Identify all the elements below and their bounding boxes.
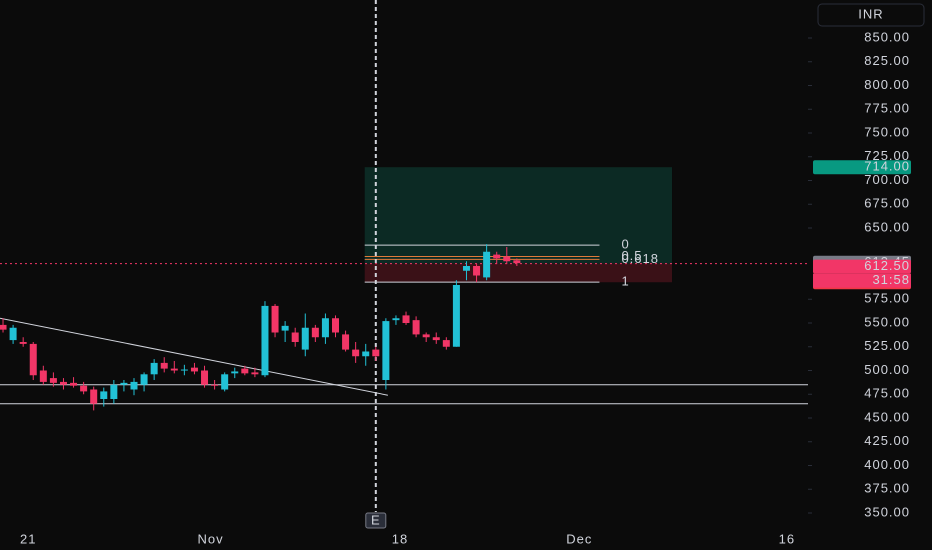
candle-body [59,381,67,385]
y-tick-label: 850.00 [864,29,910,44]
candle-body [372,349,380,357]
candle-body [9,327,17,341]
y-tick-label: 550.00 [864,314,910,329]
candle-body [39,370,47,382]
x-tick-label: 16 [779,531,795,546]
candle-body [19,342,27,344]
x-tick-label: Dec [566,531,592,546]
candle-body [362,351,370,357]
candle-body [462,266,470,271]
candle-body [271,305,279,333]
price-label: 612.50 [864,258,910,273]
candle-body [130,381,138,390]
y-tick-label: 450.00 [864,409,910,424]
fib-label: 0.618 [621,251,659,266]
candle-body [0,324,7,330]
profit-zone [364,167,673,264]
candle-body [503,256,511,262]
y-tick-label: 675.00 [864,196,910,211]
fib-label: 1 [621,274,629,289]
y-tick-label: 475.00 [864,386,910,401]
x-tick-label: Nov [198,531,224,546]
candle-body [473,266,481,276]
candle-body [80,385,88,392]
fib-label: 0 [621,237,629,252]
candle-body [190,367,198,372]
candle-body [352,349,360,357]
candle-body [281,325,289,331]
candle-body [49,378,57,383]
candle-body [513,260,521,264]
y-tick-label: 650.00 [864,219,910,234]
candle-body [231,371,239,374]
candle-body [90,389,98,404]
candle-body [412,320,420,335]
candle-body [291,332,299,342]
candle-body [301,327,309,350]
price-label-bg [813,160,911,175]
y-tick-label: 575.00 [864,291,910,306]
candle-body [261,305,269,376]
candle-body [170,368,178,371]
candle-body [432,337,440,341]
candle-body [382,321,390,380]
candle-body [241,368,249,374]
y-tick-label: 825.00 [864,53,910,68]
candle-body [342,334,350,350]
candle-body [311,327,319,338]
price-label-bg [813,259,911,274]
x-tick-label: 18 [392,531,408,546]
candle-body [29,343,37,376]
y-tick-label: 350.00 [864,504,910,519]
candle-body [180,369,188,371]
candle-body [402,315,410,323]
candle-body [110,384,118,399]
candle-body [150,362,158,375]
y-tick-label: 725.00 [864,148,910,163]
y-tick-label: 375.00 [864,481,910,496]
fib-label: 0.5 [621,248,642,263]
candle-body [140,374,148,385]
currency-button[interactable] [817,3,925,27]
countdown: 31:58 [872,272,910,287]
candle-body [221,374,229,390]
y-tick-label: 800.00 [864,77,910,92]
candle-body [483,251,491,278]
y-tick-label: 400.00 [864,457,910,472]
y-tick-label: 750.00 [864,124,910,139]
y-tick-label: 500.00 [864,362,910,377]
candle-body [452,285,460,347]
candle-body [442,340,450,347]
y-tick-label: 700.00 [864,172,910,187]
candle-body [493,254,501,259]
candle-body [70,382,78,386]
x-tick-label: 21 [20,531,36,546]
price-axis [808,30,932,550]
candle-body [201,370,209,385]
candle-body [120,382,128,385]
candle-body [332,318,340,333]
candle-body [392,318,400,321]
candle-body [251,372,259,375]
marker-badge [365,512,387,529]
currency[interactable]: INR [858,6,883,21]
loss-zone [364,263,673,283]
candle-body [211,384,219,386]
countdown-bg [813,273,911,288]
y-tick-label: 775.00 [864,101,910,116]
candle-body [422,334,430,338]
trendline [0,317,388,396]
marker-label: E [371,512,381,527]
price-label: 714.00 [864,159,910,174]
y-tick-label: 525.00 [864,338,910,353]
candle-body [160,362,168,369]
y-tick-label: 425.00 [864,433,910,448]
candle-body [100,391,108,399]
candle-body [321,318,329,338]
